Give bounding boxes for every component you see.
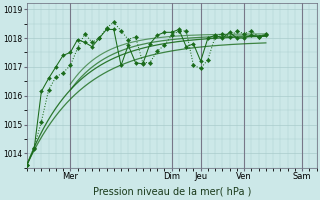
X-axis label: Pression niveau de la mer( hPa ): Pression niveau de la mer( hPa ) — [92, 187, 251, 197]
